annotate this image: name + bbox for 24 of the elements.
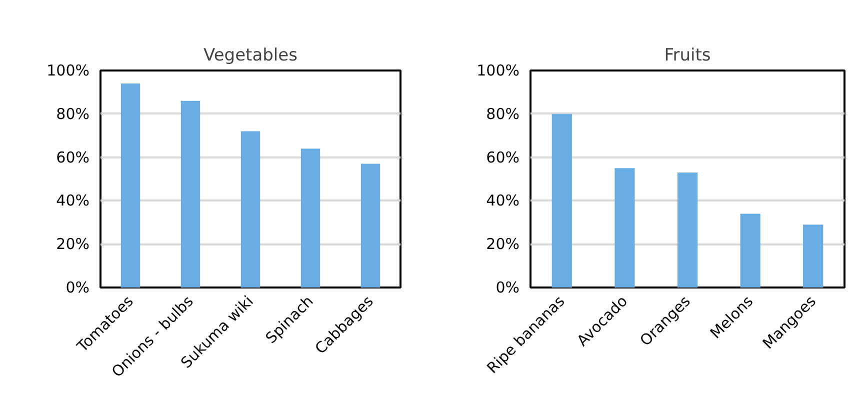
y-tick-label: 20% (56, 235, 90, 254)
y-tick-label: 40% (486, 192, 520, 210)
bar (180, 100, 200, 288)
y-tick-label: 0% (496, 278, 520, 296)
y-tick-label: 100% (476, 62, 520, 80)
y-tick-label: 60% (486, 148, 520, 166)
bar (803, 224, 824, 288)
chart-title: Fruits (664, 46, 711, 66)
bar (552, 114, 572, 288)
bar (740, 214, 760, 288)
bar (240, 131, 260, 288)
y-tick-label: 100% (46, 62, 90, 80)
bar (300, 148, 320, 288)
bar (120, 84, 140, 288)
bar (360, 164, 380, 288)
y-tick-label: 40% (56, 192, 90, 210)
y-tick-label: 20% (486, 235, 520, 254)
y-tick-label: 80% (56, 104, 90, 123)
y-tick-label: 80% (486, 104, 520, 123)
y-tick-label: 0% (66, 278, 90, 296)
bar (677, 172, 698, 288)
chart-title: Vegetables (204, 46, 298, 66)
bar (614, 168, 635, 288)
y-tick-label: 60% (56, 148, 90, 166)
